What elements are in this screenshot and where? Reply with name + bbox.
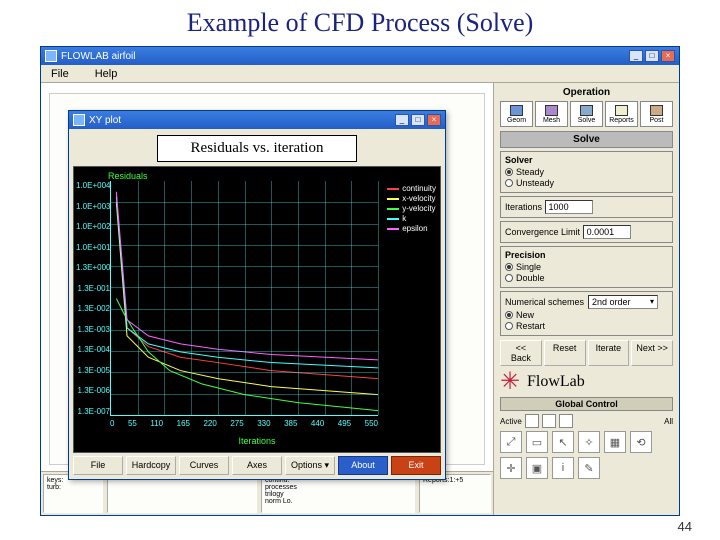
- x-axis-ticks: 055110165220275330385440495550: [110, 419, 378, 428]
- solver-title: Solver: [505, 155, 668, 165]
- radio-label: Unsteady: [516, 178, 554, 188]
- residuals-label-box: Residuals vs. iteration: [157, 135, 357, 162]
- sun-icon: [500, 371, 522, 393]
- op-post[interactable]: Post: [640, 101, 673, 127]
- active-icon[interactable]: [542, 414, 556, 428]
- menu-file[interactable]: File: [51, 68, 69, 80]
- app-icon: [45, 50, 57, 62]
- select-icon[interactable]: ▭: [526, 431, 548, 453]
- chart-legend: continuityx-velocityy-velocitykepsilon: [387, 183, 436, 234]
- axes-button[interactable]: Axes: [232, 456, 282, 475]
- chart-title: Residuals: [108, 171, 148, 181]
- op-geom[interactable]: Geom: [500, 101, 533, 127]
- curves-button[interactable]: Curves: [179, 456, 229, 475]
- minimize-icon[interactable]: _: [629, 50, 643, 62]
- menubar: File Help: [41, 65, 679, 83]
- hardcopy-button[interactable]: Hardcopy: [126, 456, 176, 475]
- solve-section-header: Solve: [500, 131, 673, 148]
- titlebar[interactable]: FLOWLAB airfoil _ □ ×: [41, 47, 679, 65]
- active-icon[interactable]: [525, 414, 539, 428]
- close-icon[interactable]: ×: [427, 114, 441, 126]
- fit-icon[interactable]: ⤢: [500, 431, 522, 453]
- radio-steady[interactable]: [505, 168, 513, 176]
- xyplot-window: XY plot _ □ × Residuals vs. iteration Re…: [68, 110, 446, 480]
- logo-text: FlowLab: [527, 373, 585, 391]
- iterate-button[interactable]: Iterate: [588, 340, 630, 366]
- next-button[interactable]: Next >>: [631, 340, 673, 366]
- wand-icon[interactable]: ✎: [578, 457, 600, 479]
- schemes-label: Numerical schemes: [505, 297, 584, 307]
- flowlab-logo: FlowLab: [500, 371, 673, 393]
- op-reports[interactable]: Reports: [605, 101, 638, 127]
- radio-label: Double: [516, 273, 545, 283]
- iterations-panel: Iterations 1000: [500, 196, 673, 218]
- page-number: 44: [678, 519, 692, 534]
- y-axis-ticks: 1.0E+0041.0E+0031.0E+0021.0E+0011.3E+000…: [76, 181, 110, 416]
- cursor-icon[interactable]: ↖: [552, 431, 574, 453]
- grid-icon[interactable]: ▦: [604, 431, 626, 453]
- convergence-label: Convergence Limit: [505, 227, 580, 237]
- close-icon[interactable]: ×: [661, 50, 675, 62]
- options-button[interactable]: Options ▾: [285, 456, 335, 475]
- schemes-panel: Numerical schemes 2nd order New Restart: [500, 291, 673, 336]
- radio-single[interactable]: [505, 263, 513, 271]
- x-axis-label: Iterations: [238, 436, 275, 446]
- radio-unsteady[interactable]: [505, 179, 513, 187]
- control-panel: Operation Geom Mesh Solve Reports Post S…: [494, 83, 679, 515]
- precision-panel: Precision Single Double: [500, 246, 673, 288]
- maximize-icon[interactable]: □: [411, 114, 425, 126]
- window-title: FLOWLAB airfoil: [61, 51, 135, 62]
- back-button[interactable]: << Back: [500, 340, 542, 366]
- xy-window-title: XY plot: [89, 115, 121, 126]
- reset-button[interactable]: Reset: [544, 340, 586, 366]
- slide-title: Example of CFD Process (Solve): [0, 0, 720, 42]
- maximize-icon[interactable]: □: [645, 50, 659, 62]
- op-mesh[interactable]: Mesh: [535, 101, 568, 127]
- residuals-chart: Residuals 1.0E+0041.0E+0031.0E+0021.0E+0…: [73, 166, 441, 453]
- radio-double[interactable]: [505, 274, 513, 282]
- radio-label: New: [516, 310, 534, 320]
- all-label: All: [664, 417, 673, 426]
- radio-label: Single: [516, 262, 541, 272]
- app-icon: [73, 114, 85, 126]
- iterations-label: Iterations: [505, 202, 542, 212]
- camera-icon[interactable]: ▣: [526, 457, 548, 479]
- precision-title: Precision: [505, 250, 668, 260]
- operation-header: Operation: [500, 87, 673, 98]
- about-button[interactable]: About: [338, 456, 388, 475]
- rotate-icon[interactable]: ⟲: [630, 431, 652, 453]
- lamp-icon[interactable]: ✧: [578, 431, 600, 453]
- axis-icon[interactable]: ✛: [500, 457, 522, 479]
- active-label: Active: [500, 417, 522, 426]
- active-icon[interactable]: [559, 414, 573, 428]
- exit-button[interactable]: Exit: [391, 456, 441, 475]
- menu-help[interactable]: Help: [95, 68, 118, 80]
- radio-new[interactable]: [505, 311, 513, 319]
- convergence-panel: Convergence Limit 0.0001: [500, 221, 673, 243]
- info-icon[interactable]: i: [552, 457, 574, 479]
- convergence-field[interactable]: 0.0001: [583, 225, 631, 239]
- plot-canvas: [110, 181, 378, 416]
- iterations-field[interactable]: 1000: [545, 200, 593, 214]
- radio-restart[interactable]: [505, 322, 513, 330]
- radio-label: Restart: [516, 321, 545, 331]
- minimize-icon[interactable]: _: [395, 114, 409, 126]
- global-tool-grid: ⤢ ▭ ↖ ✧ ▦ ⟲ ✛ ▣ i ✎: [500, 431, 673, 479]
- xy-titlebar[interactable]: XY plot _ □ ×: [69, 111, 445, 129]
- radio-label: Steady: [516, 167, 544, 177]
- solver-panel: Solver Steady Unsteady: [500, 151, 673, 193]
- schemes-combo[interactable]: 2nd order: [588, 295, 658, 309]
- file-button[interactable]: File: [73, 456, 123, 475]
- op-solve[interactable]: Solve: [570, 101, 603, 127]
- global-control-header: Global Control: [500, 397, 673, 411]
